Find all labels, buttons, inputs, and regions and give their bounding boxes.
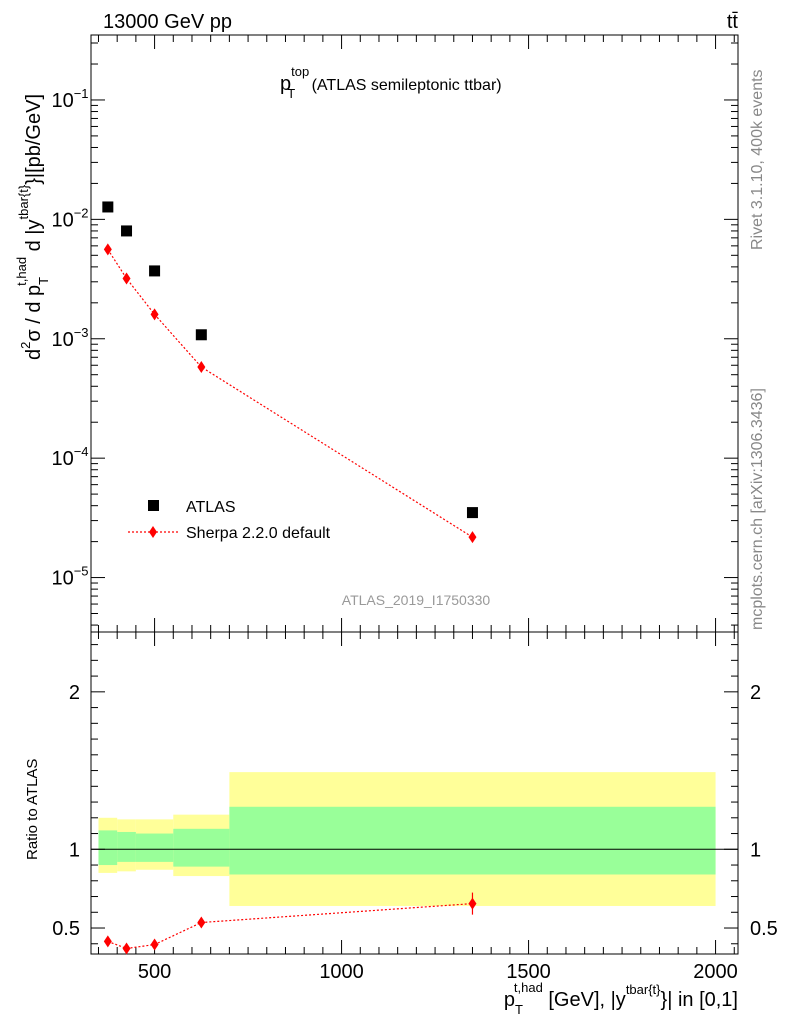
main-axis-ticks: 10−1 10−2 10−3 10−4 10−5 <box>51 35 738 632</box>
legend-atlas-label: ATLAS <box>186 499 236 516</box>
ylabel-p-sup: t,had <box>14 257 29 286</box>
plot-title: ptop T (ATLAS semileptonic ttbar) <box>280 64 502 101</box>
x-tick-label: 500 <box>138 961 171 983</box>
ratio-y-tick-label-right: 0.5 <box>750 918 778 940</box>
ratio-series-layer <box>103 892 477 955</box>
sherpa-point <box>122 272 131 285</box>
xlabel-p-sub: T <box>515 1002 523 1017</box>
mcplots-label: mcplots.cern.ch [arXiv:1306.3436] <box>749 388 766 630</box>
title-sub: T <box>287 86 295 101</box>
sherpa-line <box>107 249 473 538</box>
ratio-sherpa-point <box>150 938 159 951</box>
xlabel-mid: [GeV], |y <box>543 989 626 1011</box>
green-band <box>173 828 230 867</box>
title-rest: (ATLAS semileptonic ttbar) <box>307 77 501 94</box>
title-base: p <box>280 73 291 95</box>
sherpa-point <box>197 361 206 374</box>
green-band <box>117 831 136 862</box>
ratio-uncertainty-bands <box>91 772 738 906</box>
x-tick-label: 2000 <box>693 961 738 983</box>
main-y-tick-label: 10−3 <box>51 325 88 351</box>
legend: ATLAS Sherpa 2.2.0 default <box>128 499 331 542</box>
sherpa-point <box>103 243 112 256</box>
ratio-sherpa-point <box>122 942 131 955</box>
rivet-version-label: Rivet 3.1.10, 400k events <box>749 69 766 250</box>
legend-sherpa-label: Sherpa 2.2.0 default <box>186 525 331 542</box>
legend-atlas-marker <box>148 500 159 511</box>
ylabel-d2: d <box>23 349 45 360</box>
x-axis-label: pTt,had [GeV], |ytbar{t}}| in [0,1] <box>504 980 738 1017</box>
ratio-y-label: Ratio to ATLAS <box>24 759 41 860</box>
xlabel-y-sup: tbar{t} <box>626 982 661 997</box>
ratio-sherpa-point <box>197 916 206 929</box>
x-tick-label: 1500 <box>506 961 551 983</box>
process-label: tt̄ <box>727 11 739 33</box>
main-panel-frame <box>90 34 739 633</box>
atlas-point <box>121 225 133 237</box>
ylabel-mid: d |y <box>23 220 45 257</box>
sherpa-point <box>150 308 159 321</box>
ratio-panel-frame <box>90 631 739 955</box>
ratio-sherpa-point <box>468 897 477 910</box>
green-band <box>135 833 174 862</box>
analysis-watermark: ATLAS_2019_I1750330 <box>342 592 491 608</box>
atlas-point <box>102 201 114 213</box>
green-band <box>98 830 118 866</box>
sherpa-point <box>468 531 477 544</box>
atlas-point <box>466 507 478 519</box>
ratio-sherpa-point <box>103 935 112 948</box>
ylabel-d2-sup: 2 <box>18 342 33 349</box>
legend-sherpa-marker <box>149 526 157 538</box>
x-tick-label: 1000 <box>319 961 364 983</box>
ratio-sherpa-line <box>107 903 473 950</box>
main-y-tick-label: 10−5 <box>51 564 88 590</box>
ylabel-p-sub: T <box>36 277 51 285</box>
atlas-point <box>195 329 207 341</box>
title-sup: top <box>291 64 309 79</box>
ylabel-end: }|[pb/GeV] <box>23 94 45 185</box>
green-band <box>229 806 716 875</box>
ratio-y-tick-label-right: 1 <box>750 839 761 861</box>
xlabel-p-sup: t,had <box>514 980 543 995</box>
ratio-axis-ticks: 0.5 0.5 1 1 2 2 500 1000 1500 2000 <box>52 632 778 983</box>
ratio-y-tick-label: 0.5 <box>52 918 80 940</box>
ylabel-sigma: σ / d p <box>23 285 45 342</box>
ratio-y-tick-label: 1 <box>69 839 80 861</box>
ylabel-y-sup: tbar{t} <box>16 184 31 219</box>
main-y-label: d2σ / d pTt,had d |ytbar{t}}|[pb/GeV] <box>14 94 51 360</box>
xlabel-p: p <box>504 989 515 1011</box>
ratio-y-tick-label-right: 2 <box>750 682 761 704</box>
xlabel-end: }| in [0,1] <box>661 989 738 1011</box>
main-y-tick-label: 10−4 <box>51 444 88 470</box>
main-y-tick-label: 10−2 <box>51 205 88 231</box>
ratio-y-tick-label: 2 <box>69 682 80 704</box>
atlas-point <box>149 265 161 277</box>
collision-label: 13000 GeV pp <box>103 11 232 33</box>
main-y-tick-label: 10−1 <box>51 86 88 112</box>
main-series-layer <box>102 201 478 544</box>
